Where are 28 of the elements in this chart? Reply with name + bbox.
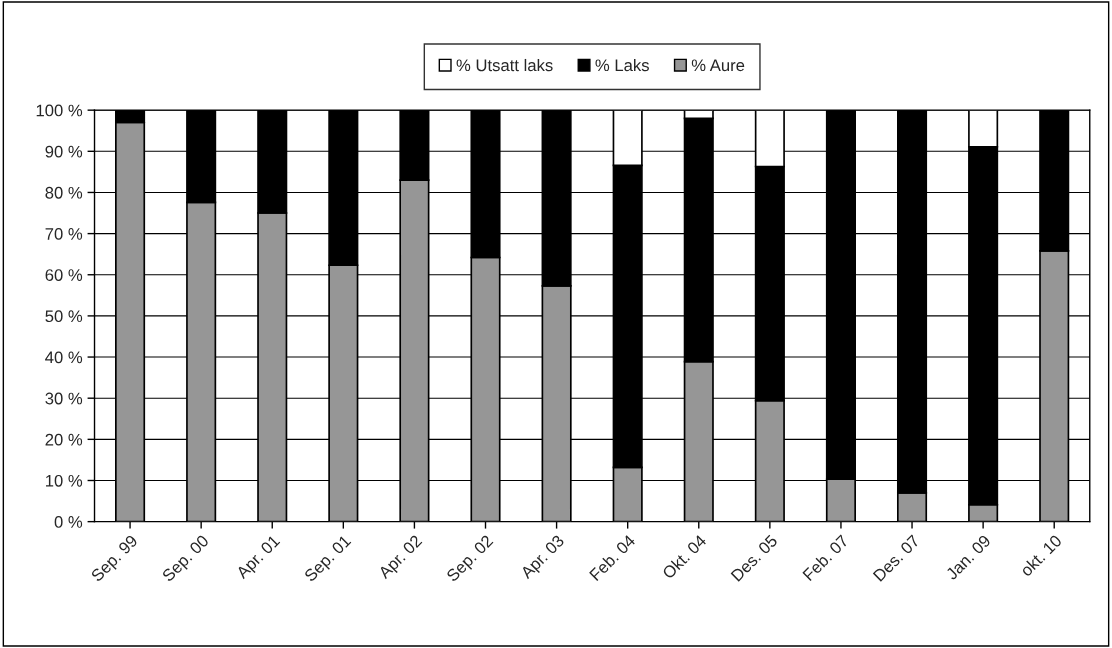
x-tick-label: Apr. 02 [377, 534, 425, 582]
x-tick-label: okt. 10 [1019, 533, 1063, 577]
x-tick-label: Feb. 04 [588, 533, 636, 582]
y-tick-label: 70 % [45, 228, 83, 240]
x-tick-label: Sep. 01 [303, 534, 354, 585]
x-tick-label: Apr. 01 [235, 534, 283, 582]
x-tick-label: Sep. 00 [161, 534, 212, 585]
y-tick-label: 80 % [45, 186, 83, 199]
x-tick-label: Feb. 07 [801, 534, 850, 582]
y-tick-label: 100 % [36, 104, 83, 117]
legend-label: % Laks [595, 58, 649, 72]
y-tick-label: 60 % [45, 269, 83, 281]
y-tick-label: 20 % [45, 433, 83, 446]
y-tick-label: 0 % [54, 516, 83, 528]
legend-label: % Utsatt laks [456, 58, 553, 72]
y-tick-label: 40 % [45, 351, 83, 364]
x-tick-label: Des. 05 [730, 534, 779, 582]
legend-label: % Aure [691, 59, 745, 72]
y-tick-label: 90 % [45, 145, 83, 158]
x-tick-label: Des. 07 [872, 534, 921, 582]
x-tick-label: Apr. 03 [519, 534, 568, 582]
x-tick-label: Sep. 02 [445, 534, 496, 585]
x-tick-label: Sep. 99 [90, 534, 141, 585]
x-tick-label: Jan. 09 [944, 534, 992, 581]
y-tick-label: 50 % [45, 310, 83, 323]
x-tick-label: Okt. 04 [661, 533, 708, 580]
y-tick-label: 30 % [45, 392, 83, 405]
y-tick-label: 10 % [46, 474, 83, 487]
